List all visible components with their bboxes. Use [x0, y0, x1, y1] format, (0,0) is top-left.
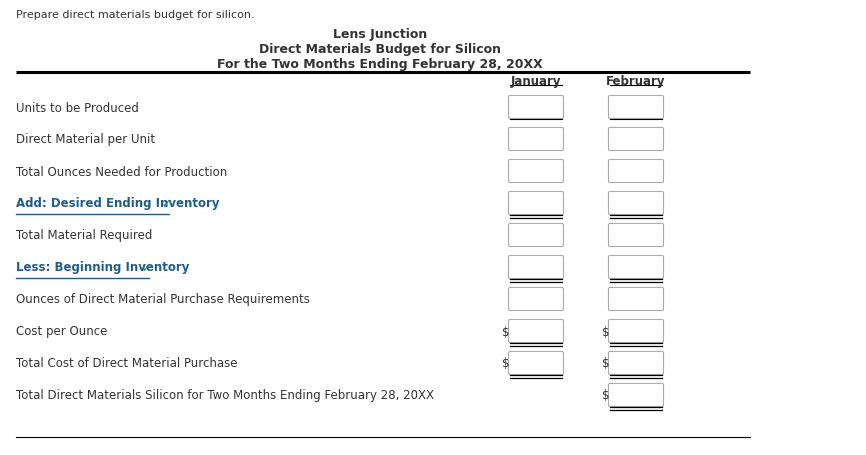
Text: Units to be Produced: Units to be Produced	[16, 101, 139, 114]
FancyBboxPatch shape	[508, 352, 564, 374]
FancyBboxPatch shape	[609, 288, 663, 311]
Text: Add: Desired Ending Inventory: Add: Desired Ending Inventory	[16, 197, 219, 210]
Text: $: $	[602, 325, 610, 338]
Text: $: $	[602, 389, 610, 402]
Text: ✓: ✓	[137, 261, 152, 274]
FancyBboxPatch shape	[508, 192, 564, 215]
FancyBboxPatch shape	[609, 192, 663, 215]
FancyBboxPatch shape	[508, 160, 564, 183]
Text: Less: Beginning Inventory: Less: Beginning Inventory	[16, 261, 190, 274]
Text: Total Direct Materials Silicon for Two Months Ending February 28, 20XX: Total Direct Materials Silicon for Two M…	[16, 389, 434, 402]
Text: ✓: ✓	[157, 197, 171, 210]
Text: Cost per Ounce: Cost per Ounce	[16, 325, 107, 338]
Text: Total Cost of Direct Material Purchase: Total Cost of Direct Material Purchase	[16, 357, 237, 369]
FancyBboxPatch shape	[508, 288, 564, 311]
Text: For the Two Months Ending February 28, 20XX: For the Two Months Ending February 28, 2…	[217, 58, 543, 71]
Text: Total Ounces Needed for Production: Total Ounces Needed for Production	[16, 165, 227, 178]
FancyBboxPatch shape	[609, 256, 663, 279]
FancyBboxPatch shape	[609, 128, 663, 151]
FancyBboxPatch shape	[609, 160, 663, 183]
Text: $: $	[502, 325, 509, 338]
FancyBboxPatch shape	[609, 224, 663, 247]
Text: Direct Materials Budget for Silicon: Direct Materials Budget for Silicon	[259, 43, 501, 56]
Text: February: February	[606, 75, 666, 88]
FancyBboxPatch shape	[609, 384, 663, 407]
Text: Direct Material per Unit: Direct Material per Unit	[16, 133, 155, 146]
FancyBboxPatch shape	[609, 96, 663, 119]
FancyBboxPatch shape	[508, 224, 564, 247]
FancyBboxPatch shape	[609, 320, 663, 343]
FancyBboxPatch shape	[508, 128, 564, 151]
Text: Ounces of Direct Material Purchase Requirements: Ounces of Direct Material Purchase Requi…	[16, 293, 310, 306]
Text: $: $	[602, 357, 610, 369]
FancyBboxPatch shape	[508, 320, 564, 343]
FancyBboxPatch shape	[508, 96, 564, 119]
FancyBboxPatch shape	[508, 256, 564, 279]
Text: Total Material Required: Total Material Required	[16, 229, 152, 242]
Text: Lens Junction: Lens Junction	[333, 28, 427, 41]
Text: $: $	[502, 357, 509, 369]
Text: January: January	[511, 75, 561, 88]
Text: Prepare direct materials budget for silicon.: Prepare direct materials budget for sili…	[16, 10, 255, 20]
FancyBboxPatch shape	[609, 352, 663, 374]
